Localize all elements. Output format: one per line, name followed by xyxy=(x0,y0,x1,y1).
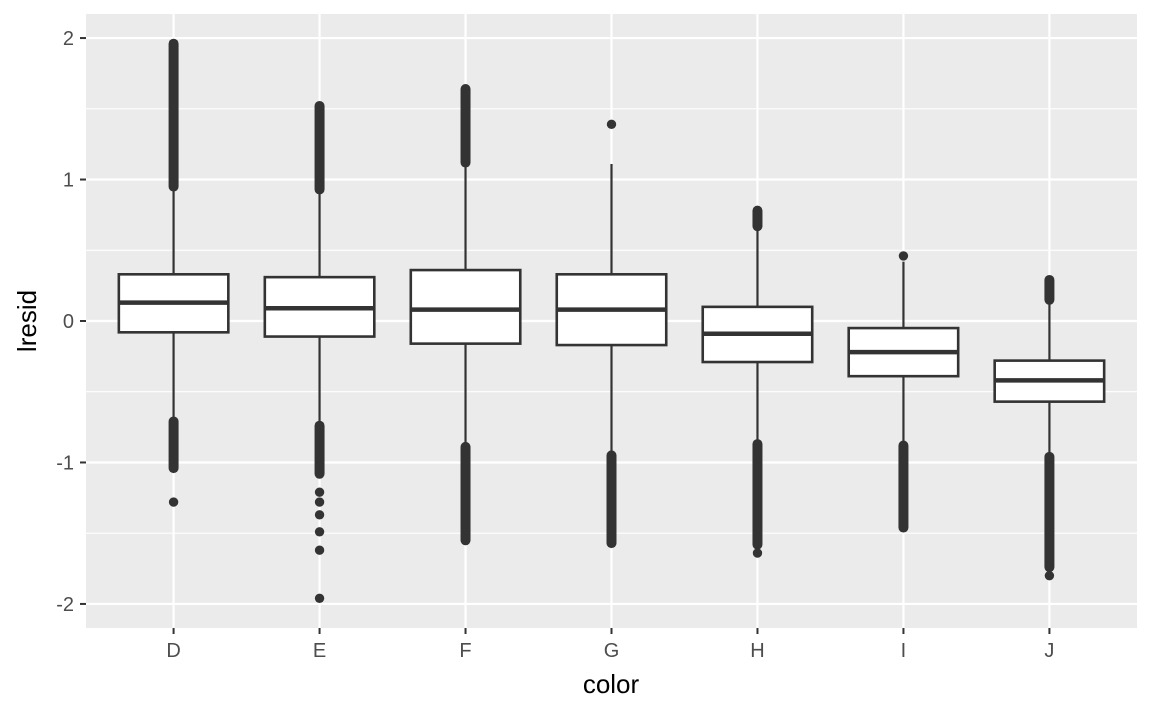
boxplot-J xyxy=(993,274,1106,581)
y-tick-label: -1 xyxy=(56,452,74,474)
outlier-cluster xyxy=(314,100,325,195)
outlier-point xyxy=(314,527,325,537)
outlier-cluster xyxy=(1044,451,1055,573)
boxplot-I xyxy=(847,251,960,533)
outlier-point xyxy=(1044,570,1055,581)
y-tick-label: 2 xyxy=(63,28,74,50)
outlier-point xyxy=(168,497,179,507)
x-tick-label: I xyxy=(901,640,907,662)
y-axis-ticks xyxy=(80,37,86,605)
x-axis-tick-labels: D E F G H I J xyxy=(166,640,1054,662)
outlier-point xyxy=(314,497,325,507)
outlier-cluster xyxy=(314,420,325,479)
y-axis-title: lresid xyxy=(12,290,42,352)
x-tick-label: G xyxy=(604,640,620,662)
y-tick-label: 0 xyxy=(63,311,74,333)
outlier-cluster xyxy=(752,439,763,550)
y-tick-label: -2 xyxy=(56,594,74,616)
outlier-cluster xyxy=(460,441,471,546)
boxplot-H xyxy=(701,205,814,558)
outlier-cluster xyxy=(168,416,179,474)
x-axis-title: color xyxy=(583,669,640,699)
x-tick-label: D xyxy=(166,640,180,662)
x-tick-label: F xyxy=(459,640,471,662)
outlier-point xyxy=(314,545,325,555)
boxplot-F xyxy=(409,83,522,546)
boxplots xyxy=(117,38,1106,603)
boxplot-G xyxy=(555,119,668,549)
outlier-point xyxy=(314,593,325,603)
iqr-box xyxy=(409,268,522,345)
outlier-point xyxy=(898,251,909,261)
x-tick-label: H xyxy=(750,640,764,662)
y-tick-label: 1 xyxy=(63,170,74,192)
outlier-cluster xyxy=(752,205,763,232)
x-tick-label: E xyxy=(313,640,326,662)
boxplot-E xyxy=(263,100,376,603)
outlier-cluster xyxy=(1044,274,1055,305)
x-axis-ticks xyxy=(172,628,1051,634)
outlier-cluster xyxy=(898,440,909,533)
outlier-cluster xyxy=(460,83,471,168)
outlier-point xyxy=(606,119,617,130)
y-axis-tick-labels: -2 -1 0 1 2 xyxy=(56,28,74,616)
outlier-point xyxy=(314,510,325,520)
boxplot-D xyxy=(117,38,230,507)
x-tick-label: J xyxy=(1044,640,1054,662)
outlier-cluster xyxy=(168,38,179,192)
outlier-point xyxy=(752,548,763,558)
outlier-point xyxy=(314,487,325,497)
outlier-cluster xyxy=(606,450,617,549)
